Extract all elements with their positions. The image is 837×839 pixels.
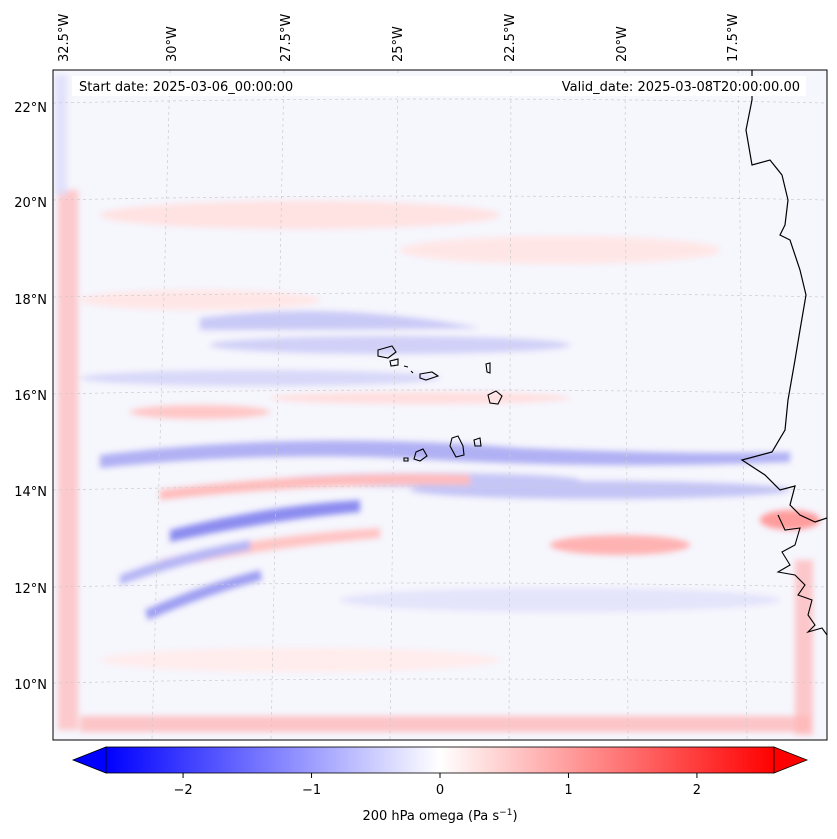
lat-label: 20°N [14, 196, 47, 211]
lat-label: 12°N [14, 582, 47, 597]
north-ascent-band [80, 370, 440, 386]
north-ascent-band [210, 336, 570, 354]
southwest-ascent-streak [170, 500, 360, 542]
omega-field [55, 75, 820, 735]
lon-label: 32.5°W [57, 14, 72, 62]
africa-coastline [740, 70, 827, 523]
latitude-labels: 22°N 20°N 18°N 16°N 14°N 12°N 10°N [14, 101, 47, 693]
colorbar-gradient [105, 746, 775, 774]
colorbar: −2 −1 0 1 2 200 hPa omega (Pa s−1) [71, 746, 809, 824]
northern-weak-subsidence [100, 201, 500, 229]
colorbar-tick-label: 2 [693, 783, 701, 798]
colorbar-extend-low [71, 746, 107, 774]
colorbar-label-superscript: −1 [499, 808, 512, 818]
north-ascent-band [200, 310, 480, 330]
lat-label: 22°N [14, 101, 47, 116]
info-bar-background [72, 76, 806, 96]
lon-label: 27.5°W [279, 14, 294, 62]
lat-label: 16°N [14, 389, 47, 404]
southwest-ascent-streak [120, 540, 250, 585]
southern-weak-subsidence [100, 648, 500, 672]
lon-label: 17.5°W [726, 14, 741, 62]
graticule [53, 70, 827, 740]
boundary-ascent-northwest [55, 75, 67, 195]
northern-weak-subsidence [80, 290, 320, 310]
colorbar-extend-high [773, 746, 809, 774]
map-border [52, 69, 828, 741]
lat-label: 18°N [14, 293, 47, 308]
lat-label: 14°N [14, 485, 47, 500]
lat-label: 10°N [14, 678, 47, 693]
colorbar-label: 200 hPa omega (Pa s−1) [362, 808, 517, 824]
cape-verde-islands [377, 345, 503, 462]
coastal-subsidence [550, 535, 690, 555]
boundary-subsidence-east [795, 560, 813, 735]
northern-weak-subsidence [400, 236, 720, 264]
start-date-label: Start date: 2025-03-06_00:00:00 [79, 80, 293, 95]
colorbar-tick-label: 1 [564, 783, 572, 798]
colorbar-ticks: −2 −1 0 1 2 [173, 773, 701, 798]
southern-weak-ascent [340, 588, 780, 612]
colorbar-tick-label: 0 [436, 783, 444, 798]
boundary-subsidence-south [80, 716, 810, 732]
south-subsidence-streak [160, 474, 470, 500]
central-ascent-band [100, 440, 790, 468]
lon-label: 30°W [165, 26, 180, 62]
lon-label: 25°W [391, 26, 406, 62]
guinea-coastline [776, 514, 827, 636]
valid-date-label: Valid_date: 2025-03-08T20:00:00.00 [562, 80, 800, 95]
omega-map [53, 70, 827, 740]
lon-label: 22.5°W [503, 14, 518, 62]
longitude-labels: 32.5°W 30°W 27.5°W 25°W 22.5°W 20°W 17.5… [57, 14, 741, 62]
coastal-subsidence [760, 510, 820, 530]
central-subsidence-streak [130, 405, 270, 419]
southwest-ascent-streak [145, 570, 262, 620]
colorbar-tick-label: −1 [302, 783, 321, 798]
south-subsidence-streak [160, 528, 380, 570]
colorbar-tick-label: −2 [173, 783, 192, 798]
lon-label: 20°W [615, 26, 630, 62]
map-background [53, 70, 827, 740]
central-subsidence-streak [270, 392, 570, 404]
boundary-subsidence-west [58, 190, 78, 730]
